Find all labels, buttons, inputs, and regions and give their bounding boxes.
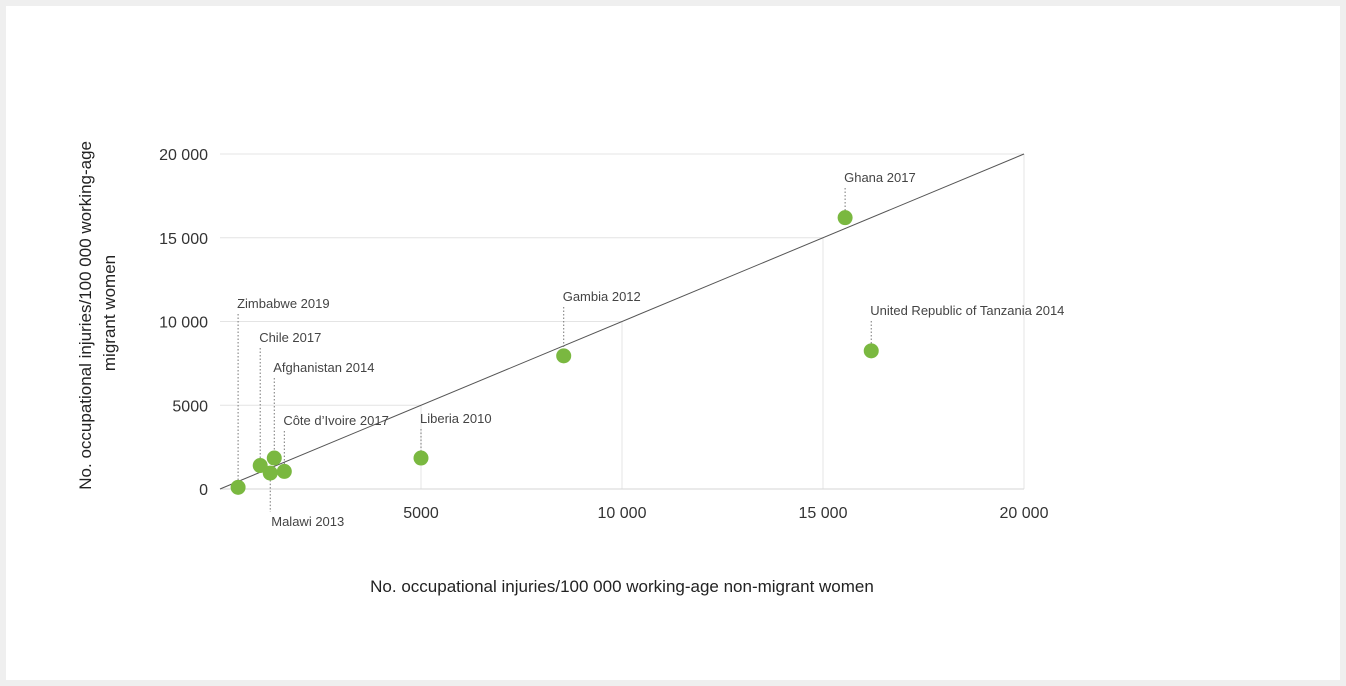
data-point — [837, 210, 853, 226]
x-tick-label: 15 000 — [799, 505, 848, 522]
point-label: Gambia 2012 — [563, 289, 641, 304]
y-tick-label: 0 — [199, 482, 208, 499]
data-point — [262, 465, 278, 481]
point-label: Malawi 2013 — [271, 514, 344, 529]
point-label: Ghana 2017 — [844, 170, 916, 185]
point-label: Zimbabwe 2019 — [237, 296, 330, 311]
data-point — [863, 343, 879, 359]
point-label: Côte d’Ivoire 2017 — [283, 413, 389, 428]
scatter-chart: 0 5000 10 000 15 000 20 000 5000 10 000 15 000 2… — [76, 136, 1064, 596]
y-axis-title-line-2: migrant women — [100, 255, 119, 371]
point-label: Afghanistan 2014 — [273, 360, 374, 375]
reference-line-layer — [219, 153, 1025, 490]
data-point — [413, 450, 429, 466]
point-label-layer: Zimbabwe 2019 Chile 2017 Afghanistan 2014 C… — [237, 170, 1064, 529]
data-point — [230, 479, 246, 495]
data-point — [276, 463, 292, 479]
chart-panel: 0 5000 10 000 15 000 20 000 5000 10 000 15 000 2… — [6, 6, 1340, 680]
point-label: Chile 2017 — [259, 330, 321, 345]
x-tick-label: 20 000 — [1000, 505, 1049, 522]
y-tick-label: 5000 — [172, 398, 208, 415]
y-tick-label: 20 000 — [159, 147, 208, 164]
grid-layer — [220, 153, 1025, 490]
point-label: Liberia 2010 — [420, 411, 492, 426]
y-tick-label: 15 000 — [159, 231, 208, 248]
x-tick-label: 10 000 — [598, 505, 647, 522]
y-tick-label: 10 000 — [159, 315, 208, 332]
leader-line-layer — [237, 188, 872, 512]
reference-line — [219, 153, 1025, 490]
point-layer — [230, 210, 879, 495]
y-axis-title: No. occupational injuries/100 000 workin… — [76, 136, 119, 489]
point-label: United Republic of Tanzania 2014 — [870, 303, 1064, 318]
tick-label-layer: 0 5000 10 000 15 000 20 000 5000 10 000 15 000 2… — [159, 147, 1049, 522]
data-point — [266, 450, 282, 466]
data-point — [556, 348, 572, 364]
x-axis-title: No. occupational injuries/100 000 workin… — [370, 577, 874, 596]
x-tick-label: 5000 — [403, 505, 439, 522]
y-axis-title-line-1: No. occupational injuries/100 000 workin… — [76, 141, 95, 490]
